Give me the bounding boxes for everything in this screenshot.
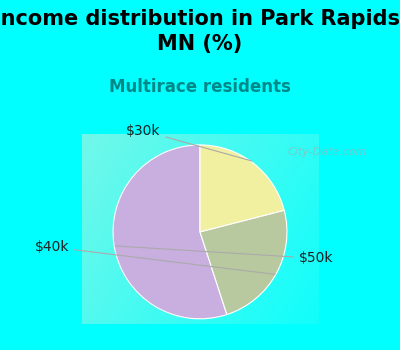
Wedge shape [113,145,227,319]
Text: $30k: $30k [126,124,252,161]
Wedge shape [200,210,287,315]
Wedge shape [200,145,284,232]
Text: Multirace residents: Multirace residents [109,78,291,96]
Text: Income distribution in Park Rapids,
MN (%): Income distribution in Park Rapids, MN (… [0,9,400,54]
Text: City-Data.com: City-Data.com [288,147,367,157]
Text: $50k: $50k [115,246,334,265]
Text: $40k: $40k [34,240,275,274]
